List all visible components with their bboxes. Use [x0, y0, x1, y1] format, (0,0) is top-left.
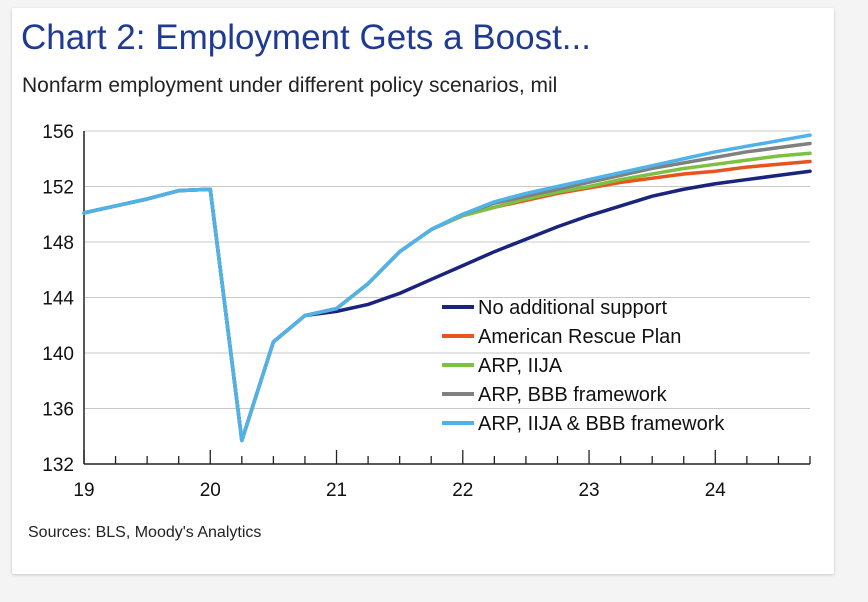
legend-label: ARP, BBB framework — [478, 384, 668, 406]
y-tick-label: 144 — [42, 289, 74, 310]
y-tick-label: 136 — [42, 400, 74, 421]
chart-card — [12, 8, 834, 574]
legend-label: No additional support — [478, 297, 667, 319]
legend-label: ARP, IIJA & BBB framework — [478, 413, 725, 435]
x-tick-label: 20 — [200, 480, 221, 501]
y-tick-label: 152 — [42, 178, 74, 199]
y-tick-label: 140 — [42, 344, 74, 365]
legend-label: ARP, IIJA — [478, 355, 563, 377]
legend-label: American Rescue Plan — [478, 326, 681, 348]
y-tick-label: 132 — [42, 455, 74, 476]
x-tick-label: 21 — [326, 480, 347, 501]
y-tick-label: 156 — [42, 122, 74, 143]
grid-lines — [84, 130, 810, 409]
series-line-3 — [82, 151, 812, 443]
chart-source: Sources: BLS, Moody's Analytics — [28, 524, 262, 541]
chart-title: Chart 2: Employment Gets a Boost... — [21, 18, 591, 57]
axes: 156 152 148 144 140 136 132 19 20 21 22 23 24 — [42, 122, 811, 501]
chart-subtitle: Nonfarm employment under different polic… — [22, 74, 558, 97]
series-line-5 — [82, 133, 812, 443]
y-tick-label: 148 — [42, 233, 74, 254]
series-line-2 — [82, 159, 812, 443]
x-tick-label: 19 — [73, 480, 94, 501]
x-tick-label: 23 — [578, 480, 599, 501]
x-tick-label: 22 — [452, 480, 473, 501]
legend: No additional support American Rescue Pla… — [442, 297, 725, 435]
x-tick-label: 24 — [705, 480, 727, 501]
series-lines — [82, 133, 812, 443]
